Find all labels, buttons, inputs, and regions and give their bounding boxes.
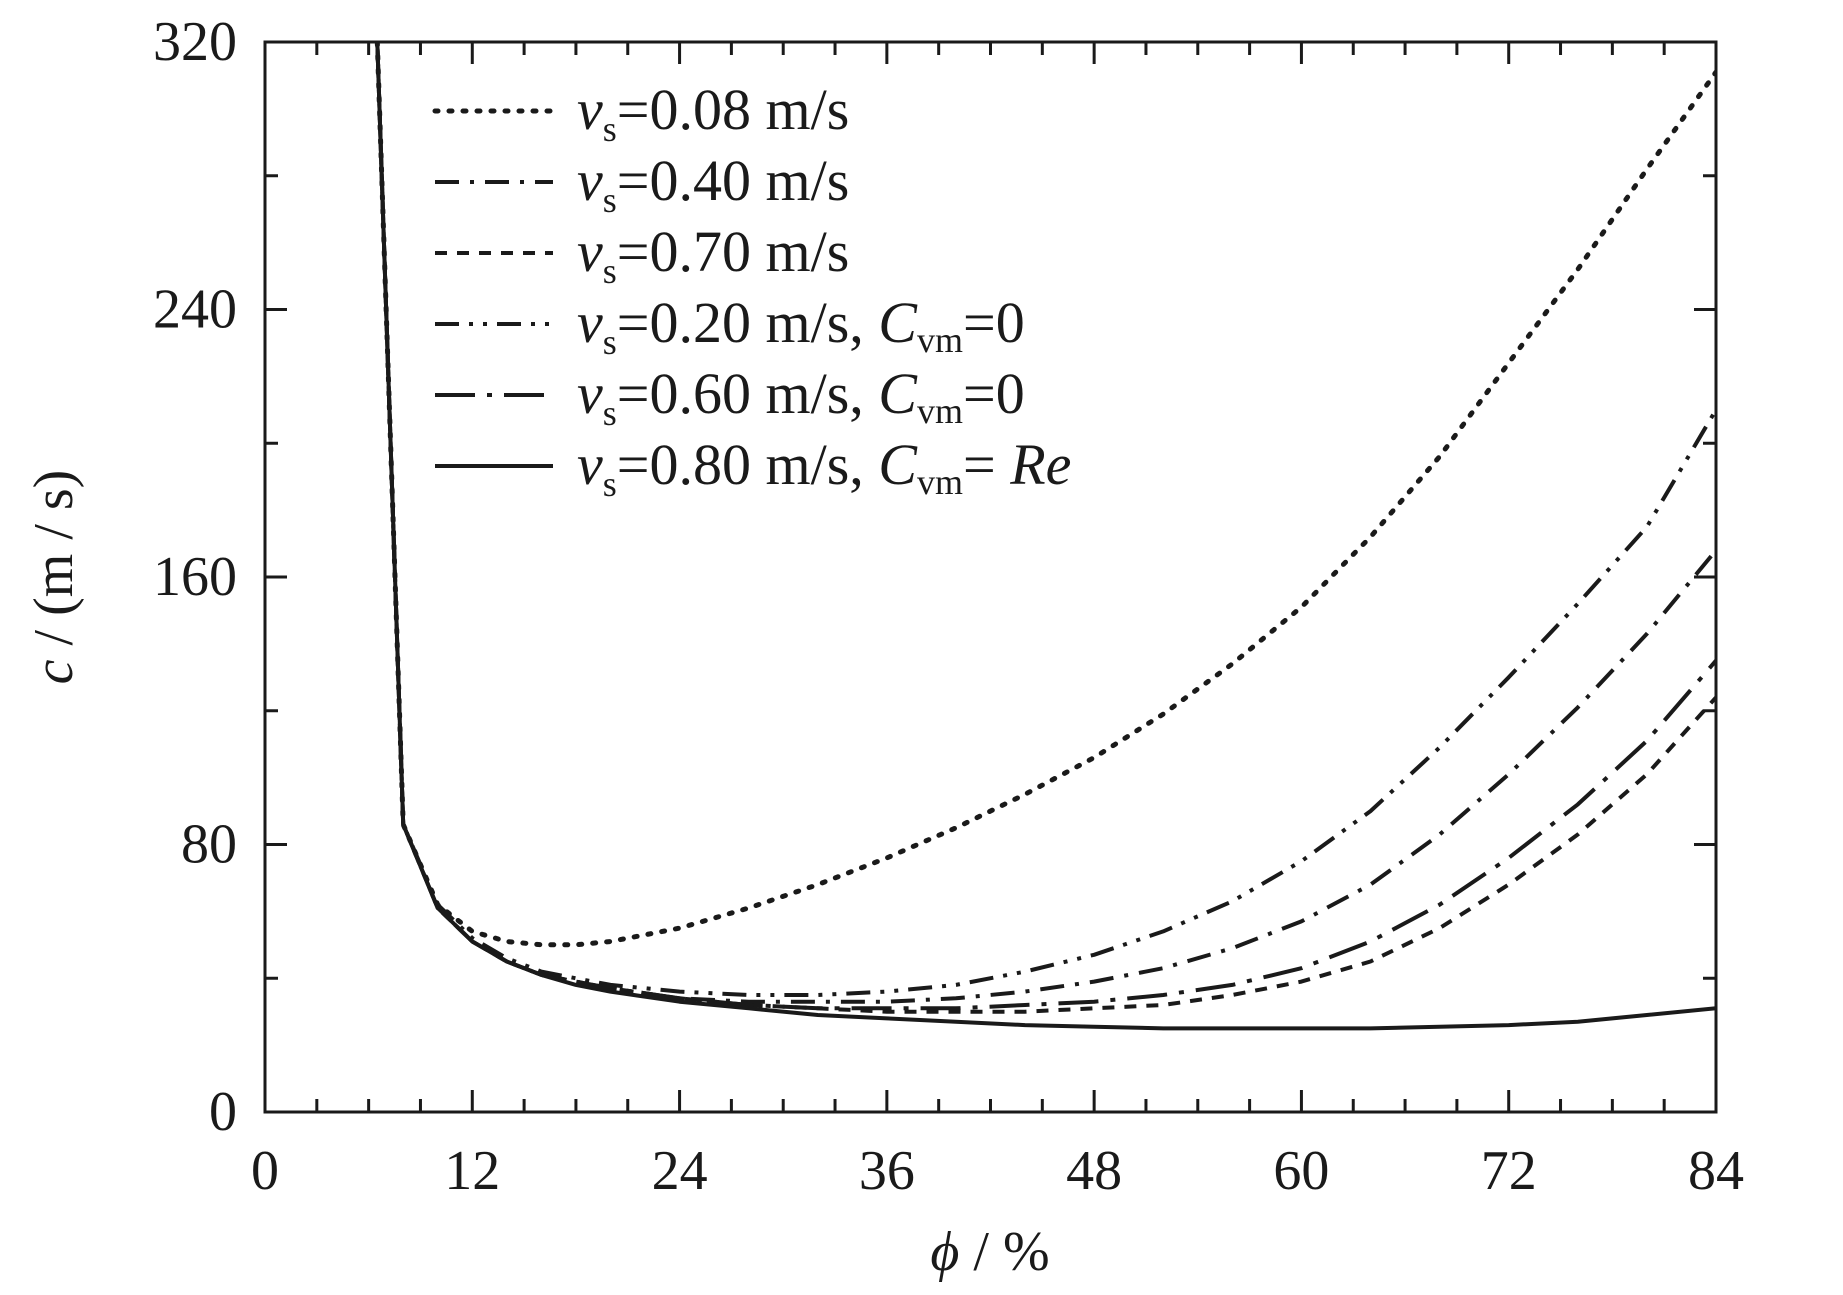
y-tick-label: 80	[181, 814, 237, 876]
legend-item-6: vs=0.80 m/s, Cvm= Re	[435, 432, 1071, 504]
x-axis-separator: /	[959, 1221, 1003, 1283]
series-line-4	[375, 42, 1716, 997]
x-tick-label: 84	[1688, 1140, 1744, 1202]
legend-label: vs=0.20 m/s, Cvm=0	[577, 290, 1025, 362]
y-tick-label: 0	[209, 1081, 237, 1143]
x-tick-label: 36	[859, 1140, 915, 1202]
legend-item-1: vs=0.08 m/s	[432, 77, 849, 149]
x-axis-symbol: ϕ	[930, 1221, 959, 1283]
x-tick-label: 24	[652, 1140, 708, 1202]
series-line-5	[375, 42, 1716, 1011]
y-axis-title: c / (m / s)	[23, 470, 85, 685]
series-line-6	[375, 42, 1716, 1031]
x-axis-title: ϕ / %	[930, 1221, 1049, 1283]
legend-label: vs=0.80 m/s, Cvm= Re	[577, 432, 1071, 504]
x-tick-label: 60	[1273, 1140, 1329, 1202]
plot-frame	[263, 40, 1718, 1114]
legend-item-2: vs=0.40 m/s	[435, 148, 849, 220]
series-group	[374, 42, 1716, 1031]
y-axis-unit: (m / s)	[23, 470, 85, 616]
legend-item-4: vs=0.20 m/s, Cvm=0	[435, 290, 1025, 362]
tick-labels: 0 12 24 36 48 60 72 84 0 80 160 240 320	[153, 11, 1744, 1202]
x-tick-label: 72	[1481, 1140, 1537, 1202]
y-axis-separator: /	[23, 616, 85, 660]
x-tick-label: 48	[1066, 1140, 1122, 1202]
y-tick-label: 320	[153, 11, 237, 73]
legend-label: vs=0.70 m/s	[577, 219, 849, 291]
legend-label: vs=0.60 m/s, Cvm=0	[577, 361, 1025, 433]
y-tick-label: 240	[153, 279, 237, 341]
y-tick-label: 160	[153, 546, 237, 608]
x-axis-unit: %	[1003, 1221, 1050, 1283]
y-axis-symbol: c	[23, 659, 85, 684]
legend-label: vs=0.40 m/s	[577, 148, 849, 220]
legend-item-3: vs=0.70 m/s	[435, 219, 849, 291]
legend-label: vs=0.08 m/s	[577, 77, 849, 149]
legend: vs=0.08 m/svs=0.40 m/svs=0.70 m/svs=0.20…	[432, 77, 1071, 504]
x-tick-label: 0	[251, 1140, 279, 1202]
axis-ticks	[263, 40, 1718, 1114]
x-tick-label: 12	[444, 1140, 500, 1202]
legend-item-5: vs=0.60 m/s, Cvm=0	[435, 361, 1025, 433]
